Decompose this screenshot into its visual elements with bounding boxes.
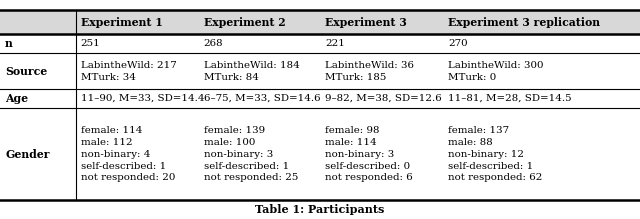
Text: 6–75, M=33, SD=14.6: 6–75, M=33, SD=14.6	[204, 94, 320, 103]
Text: Experiment 3: Experiment 3	[325, 17, 407, 28]
Text: n: n	[5, 38, 13, 49]
Text: female: 98
male: 114
non-binary: 3
self-described: 0
not responded: 6: female: 98 male: 114 non-binary: 3 self-…	[325, 126, 413, 182]
Text: 9–82, M=38, SD=12.6: 9–82, M=38, SD=12.6	[325, 94, 442, 103]
Text: Experiment 1: Experiment 1	[81, 17, 163, 28]
Text: Gender: Gender	[5, 149, 50, 160]
Text: Table 1: Participants: Table 1: Participants	[255, 204, 385, 215]
Text: female: 114
male: 112
non-binary: 4
self-described: 1
not responded: 20: female: 114 male: 112 non-binary: 4 self…	[81, 126, 175, 182]
Bar	[0, 10, 640, 34]
Text: Experiment 2: Experiment 2	[204, 17, 285, 28]
Text: 268: 268	[204, 39, 223, 48]
Text: 270: 270	[448, 39, 468, 48]
Text: LabintheWild: 217
MTurk: 34: LabintheWild: 217 MTurk: 34	[81, 61, 177, 82]
Text: Age: Age	[5, 93, 28, 104]
Text: LabintheWild: 184
MTurk: 84: LabintheWild: 184 MTurk: 84	[204, 61, 300, 82]
Text: Source: Source	[5, 66, 47, 77]
Text: 11–90, M=33, SD=14.4: 11–90, M=33, SD=14.4	[81, 94, 204, 103]
Text: female: 137
male: 88
non-binary: 12
self-described: 1
not responded: 62: female: 137 male: 88 non-binary: 12 self…	[448, 126, 542, 182]
Text: LabintheWild: 36
MTurk: 185: LabintheWild: 36 MTurk: 185	[325, 61, 414, 82]
Text: 251: 251	[81, 39, 100, 48]
Text: 11–81, M=28, SD=14.5: 11–81, M=28, SD=14.5	[448, 94, 572, 103]
Text: female: 139
male: 100
non-binary: 3
self-described: 1
not responded: 25: female: 139 male: 100 non-binary: 3 self…	[204, 126, 298, 182]
Text: Experiment 3 replication: Experiment 3 replication	[448, 17, 600, 28]
Text: LabintheWild: 300
MTurk: 0: LabintheWild: 300 MTurk: 0	[448, 61, 543, 82]
Text: 221: 221	[325, 39, 345, 48]
